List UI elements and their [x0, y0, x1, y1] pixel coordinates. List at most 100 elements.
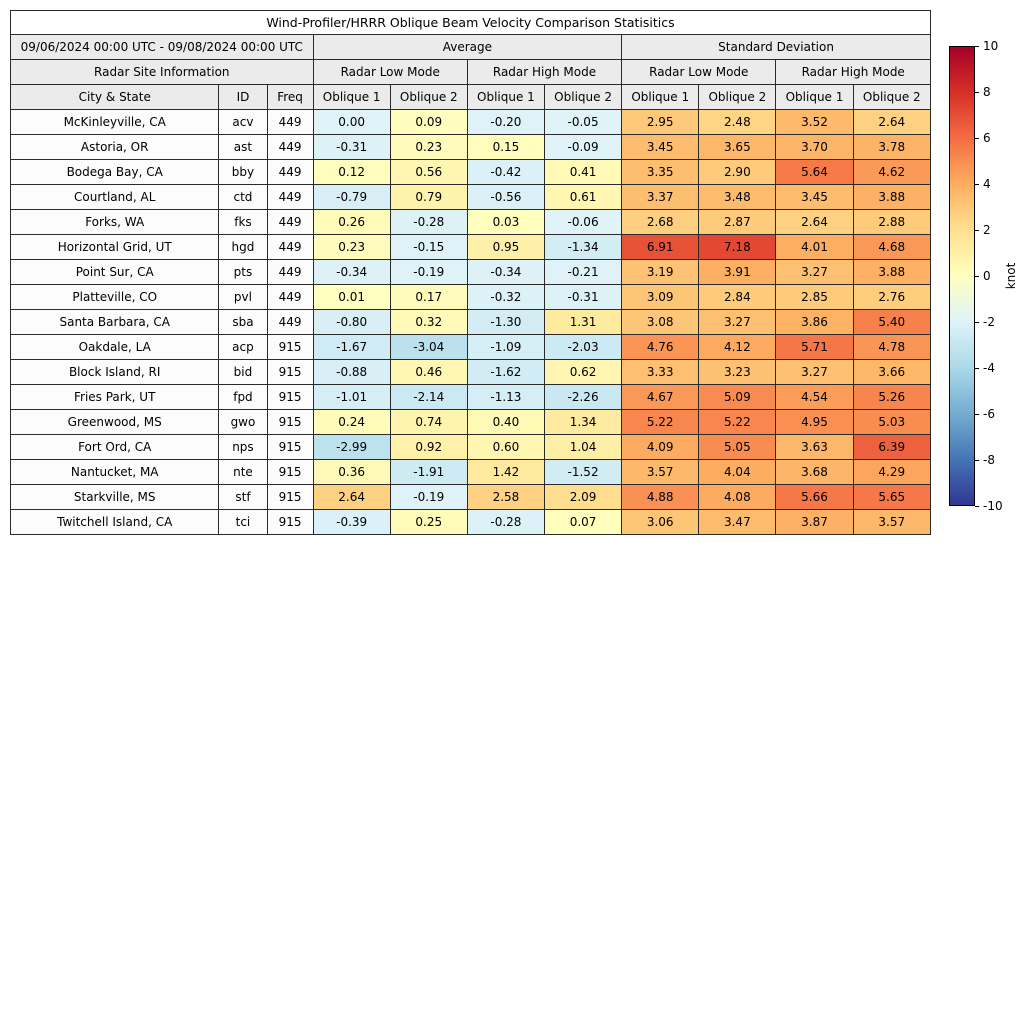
- value-cell: 3.27: [775, 259, 854, 285]
- value-cell: 0.12: [312, 159, 391, 185]
- value-cell: -0.15: [389, 234, 468, 260]
- value-cell: -1.34: [543, 234, 623, 260]
- value-cell: 0.23: [312, 234, 391, 260]
- value-cell: -0.39: [312, 509, 391, 535]
- value-cell: 4.62: [852, 159, 932, 185]
- site-id-cell: hgd: [218, 234, 268, 260]
- table-row: McKinleyville, CA acv 449 0.00 0.09 -0.20 -0.0…: [9, 109, 932, 135]
- freq-cell: 915: [266, 434, 314, 460]
- colorbar-tick-label: -2: [983, 315, 995, 329]
- value-cell: 4.08: [698, 484, 777, 510]
- site-id-cell: ast: [218, 134, 268, 160]
- value-cell: 0.36: [312, 459, 391, 485]
- freq-cell: 449: [266, 109, 314, 135]
- value-cell: 0.17: [389, 284, 468, 310]
- table-row: Nantucket, MA nte 915 0.36 -1.91 1.42 -1.52 3.5…: [9, 459, 932, 485]
- freq-cell: 449: [266, 309, 314, 335]
- value-cell: 0.07: [543, 509, 623, 535]
- col-header-avg-high-oblique2: Oblique 2: [543, 84, 623, 110]
- value-cell: -2.14: [389, 384, 468, 410]
- value-cell: 2.64: [312, 484, 391, 510]
- freq-cell: 915: [266, 334, 314, 360]
- site-id-cell: fpd: [218, 384, 268, 410]
- value-cell: 3.87: [775, 509, 854, 535]
- city-cell: Forks, WA: [9, 209, 220, 235]
- value-cell: 0.60: [466, 434, 546, 460]
- value-cell: 3.08: [621, 309, 700, 335]
- value-cell: -2.99: [312, 434, 391, 460]
- table-body: McKinleyville, CA acv 449 0.00 0.09 -0.20 -0.0…: [9, 109, 932, 535]
- value-cell: 4.68: [852, 234, 932, 260]
- value-cell: 0.15: [466, 134, 546, 160]
- value-cell: 3.45: [775, 184, 854, 210]
- value-cell: 5.40: [852, 309, 932, 335]
- colorbar-tick-label: 4: [983, 177, 991, 191]
- value-cell: -0.09: [543, 134, 623, 160]
- col-header-std-low-oblique1: Oblique 1: [621, 84, 700, 110]
- value-cell: 4.54: [775, 384, 854, 410]
- colorbar-tick-label: 6: [983, 131, 991, 145]
- value-cell: 4.01: [775, 234, 854, 260]
- city-cell: Greenwood, MS: [9, 409, 220, 435]
- freq-cell: 915: [266, 459, 314, 485]
- value-cell: 0.09: [389, 109, 468, 135]
- freq-cell: 449: [266, 259, 314, 285]
- colorbar-tick: [975, 183, 979, 185]
- site-id-cell: nte: [218, 459, 268, 485]
- value-cell: -0.32: [466, 284, 546, 310]
- colorbar-tick: [975, 275, 979, 277]
- col-header-id: ID: [218, 84, 268, 110]
- value-cell: 0.32: [389, 309, 468, 335]
- table-row: Fort Ord, CA nps 915 -2.99 0.92 0.60 1.04 4.09 5…: [9, 434, 932, 460]
- col-header-std-high-oblique1: Oblique 1: [775, 84, 854, 110]
- value-cell: 3.63: [775, 434, 854, 460]
- value-cell: -0.05: [543, 109, 623, 135]
- value-cell: 5.09: [698, 384, 777, 410]
- colorbar-tick-label: 8: [983, 85, 991, 99]
- table-row: Courtland, AL ctd 449 -0.79 0.79 -0.56 0.61 3.3…: [9, 184, 932, 210]
- subheader-std-low-mode: Radar Low Mode: [621, 59, 777, 85]
- value-cell: 4.88: [621, 484, 700, 510]
- value-cell: 3.19: [621, 259, 700, 285]
- group-header-stddev: Standard Deviation: [621, 34, 931, 60]
- value-cell: 2.64: [852, 109, 932, 135]
- value-cell: 0.92: [389, 434, 468, 460]
- value-cell: -1.67: [312, 334, 391, 360]
- colorbar-tick: [975, 367, 979, 369]
- value-cell: 0.40: [466, 409, 546, 435]
- colorbar-tick: [975, 137, 979, 139]
- city-cell: Twitchell Island, CA: [9, 509, 220, 535]
- value-cell: 0.24: [312, 409, 391, 435]
- value-cell: 5.64: [775, 159, 854, 185]
- site-id-cell: bby: [218, 159, 268, 185]
- city-cell: Platteville, CO: [9, 284, 220, 310]
- table-row: Block Island, RI bid 915 -0.88 0.46 -1.62 0.62…: [9, 359, 932, 385]
- city-cell: Santa Barbara, CA: [9, 309, 220, 335]
- site-id-cell: acp: [218, 334, 268, 360]
- value-cell: 3.35: [621, 159, 700, 185]
- value-cell: -0.20: [466, 109, 546, 135]
- value-cell: 6.39: [852, 434, 932, 460]
- value-cell: 1.34: [543, 409, 623, 435]
- value-cell: 2.95: [621, 109, 700, 135]
- table-row: Point Sur, CA pts 449 -0.34 -0.19 -0.34 -0.21 3…: [9, 259, 932, 285]
- value-cell: -0.19: [389, 259, 468, 285]
- city-cell: Point Sur, CA: [9, 259, 220, 285]
- value-cell: 2.09: [543, 484, 623, 510]
- city-cell: Oakdale, LA: [9, 334, 220, 360]
- value-cell: 1.42: [466, 459, 546, 485]
- colorbar-tick: [975, 459, 979, 461]
- colorbar-tick: [975, 413, 979, 415]
- value-cell: 0.01: [312, 284, 391, 310]
- value-cell: -0.88: [312, 359, 391, 385]
- value-cell: 3.27: [698, 309, 777, 335]
- city-cell: Starkville, MS: [9, 484, 220, 510]
- colorbar-tick-label: -6: [983, 407, 995, 421]
- colorbar-tick-label: 10: [983, 39, 999, 53]
- value-cell: 2.90: [698, 159, 777, 185]
- freq-cell: 449: [266, 284, 314, 310]
- colorbar-axis-label: knot: [1004, 262, 1018, 290]
- site-id-cell: fks: [218, 209, 268, 235]
- value-cell: 4.95: [775, 409, 854, 435]
- freq-cell: 449: [266, 159, 314, 185]
